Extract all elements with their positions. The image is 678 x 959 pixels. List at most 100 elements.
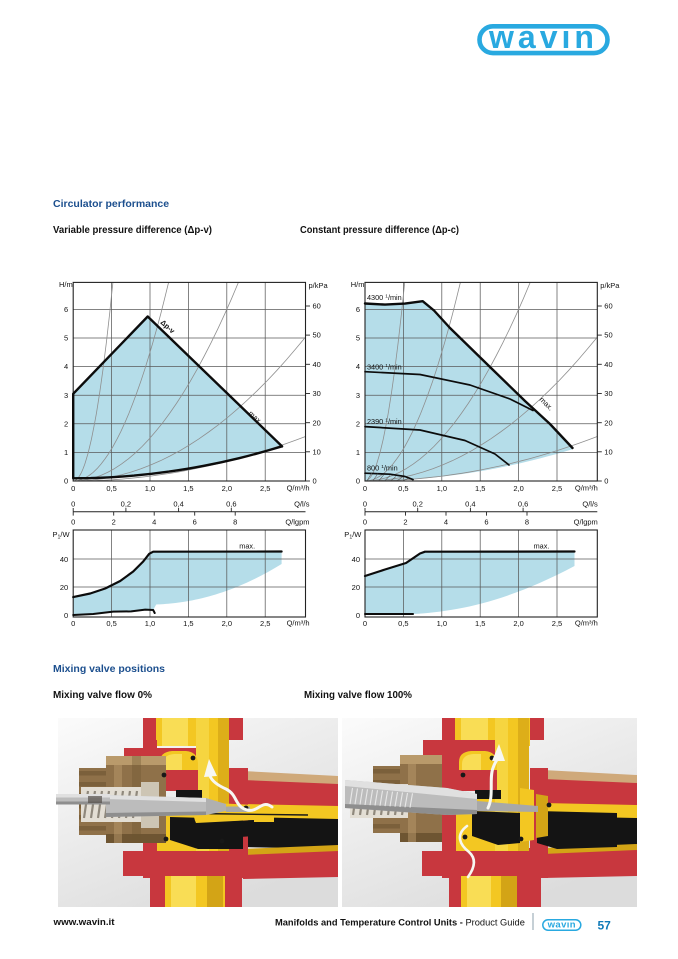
svg-text:Q/l/s: Q/l/s [582,500,598,509]
svg-text:2390 1/min: 2390 1/min [367,417,402,426]
svg-text:8: 8 [525,518,529,527]
svg-text:20: 20 [604,418,612,427]
svg-text:0,6: 0,6 [518,500,528,509]
svg-text:2: 2 [112,518,116,527]
svg-text:2,0: 2,0 [222,484,232,493]
svg-text:2,5: 2,5 [552,619,562,628]
svg-text:Circulator performance: Circulator performance [53,198,169,210]
svg-text:0: 0 [363,619,367,628]
svg-text:Q/m³/h: Q/m³/h [287,619,310,628]
svg-text:wavın: wavın [488,19,598,55]
svg-text:0: 0 [71,518,75,527]
svg-text:6: 6 [356,305,360,314]
svg-text:4300 1/min: 4300 1/min [367,293,402,302]
svg-text:6: 6 [193,518,197,527]
svg-text:0: 0 [71,500,75,509]
svg-text:6: 6 [484,518,488,527]
svg-text:0,4: 0,4 [465,500,475,509]
svg-text:www.wavin.it: www.wavin.it [52,917,115,928]
svg-text:1,0: 1,0 [437,484,447,493]
svg-text:800 1/min: 800 1/min [367,463,398,472]
svg-text:6: 6 [64,305,68,314]
svg-text:0,5: 0,5 [106,484,116,493]
svg-text:50: 50 [313,331,321,340]
svg-text:10: 10 [313,447,321,456]
svg-text:0: 0 [356,611,360,620]
svg-text:Manifolds and Temperature Cont: Manifolds and Temperature Control Units … [275,918,525,928]
svg-text:p/kPa: p/kPa [600,281,620,290]
svg-text:2,0: 2,0 [513,484,523,493]
svg-text:2: 2 [403,518,407,527]
svg-text:1: 1 [64,448,68,457]
svg-text:2,0: 2,0 [513,619,523,628]
svg-text:50: 50 [604,331,612,340]
svg-text:0,4: 0,4 [173,500,183,509]
svg-text:0: 0 [363,518,367,527]
svg-text:5: 5 [64,334,68,343]
svg-text:0: 0 [356,477,360,486]
svg-text:3: 3 [64,391,68,400]
svg-text:Q/m³/h: Q/m³/h [575,619,598,628]
svg-text:wavın: wavın [547,920,576,931]
svg-text:Mixing valve flow 100%: Mixing valve flow 100% [304,689,413,701]
svg-text:2: 2 [64,419,68,428]
svg-text:0: 0 [363,484,367,493]
svg-text:20: 20 [313,418,321,427]
svg-text:8: 8 [233,518,237,527]
svg-text:0,2: 0,2 [412,500,422,509]
svg-text:0: 0 [313,477,317,486]
svg-text:60: 60 [604,302,612,311]
svg-text:4: 4 [444,518,448,527]
svg-text:1,0: 1,0 [145,619,155,628]
svg-text:max.: max. [239,542,255,551]
svg-text:0: 0 [71,619,75,628]
svg-text:20: 20 [352,583,360,592]
svg-text:H/m: H/m [59,280,73,289]
svg-text:30: 30 [313,389,321,398]
svg-text:0: 0 [64,477,68,486]
svg-text:Q/m³/h: Q/m³/h [287,484,310,493]
svg-text:0: 0 [604,477,608,486]
svg-text:Constant pressure difference (: Constant pressure difference (Δp-c) [300,224,459,236]
svg-text:Mixing valve positions: Mixing valve positions [53,663,165,675]
svg-text:Q/m³/h: Q/m³/h [575,484,598,493]
svg-text:1,0: 1,0 [437,619,447,628]
svg-text:3400 1/min: 3400 1/min [367,362,402,371]
svg-text:0: 0 [363,500,367,509]
svg-text:0,6: 0,6 [226,500,236,509]
svg-text:0,2: 0,2 [121,500,131,509]
svg-text:4: 4 [64,362,68,371]
svg-text:0: 0 [71,484,75,493]
svg-text:40: 40 [313,360,321,369]
svg-text:60: 60 [313,302,321,311]
svg-text:p/kPa: p/kPa [309,281,329,290]
svg-text:2,5: 2,5 [552,484,562,493]
svg-text:1,0: 1,0 [145,484,155,493]
svg-text:5: 5 [356,334,360,343]
svg-text:2: 2 [356,419,360,428]
svg-text:1,5: 1,5 [475,484,485,493]
svg-text:2,5: 2,5 [260,484,270,493]
svg-text:40: 40 [60,555,68,564]
svg-text:H/m: H/m [351,280,365,289]
svg-text:1,5: 1,5 [475,619,485,628]
svg-text:3: 3 [356,391,360,400]
svg-text:Variable pressure difference (: Variable pressure difference (Δp-v) [53,224,212,236]
svg-text:0,5: 0,5 [398,484,408,493]
svg-text:max.: max. [534,542,550,551]
svg-text:P1/W: P1/W [344,530,362,541]
svg-text:1,5: 1,5 [183,619,193,628]
svg-text:57: 57 [598,918,612,932]
svg-text:2,5: 2,5 [260,619,270,628]
svg-text:40: 40 [604,360,612,369]
svg-text:4: 4 [152,518,156,527]
svg-text:0: 0 [64,611,68,620]
svg-text:10: 10 [604,447,612,456]
svg-text:1: 1 [356,448,360,457]
svg-text:40: 40 [352,555,360,564]
svg-text:2,0: 2,0 [222,619,232,628]
svg-text:P1/W: P1/W [53,530,71,541]
svg-text:Mixing valve flow 0%: Mixing valve flow 0% [53,689,153,701]
svg-text:0,5: 0,5 [398,619,408,628]
svg-text:0,5: 0,5 [106,619,116,628]
